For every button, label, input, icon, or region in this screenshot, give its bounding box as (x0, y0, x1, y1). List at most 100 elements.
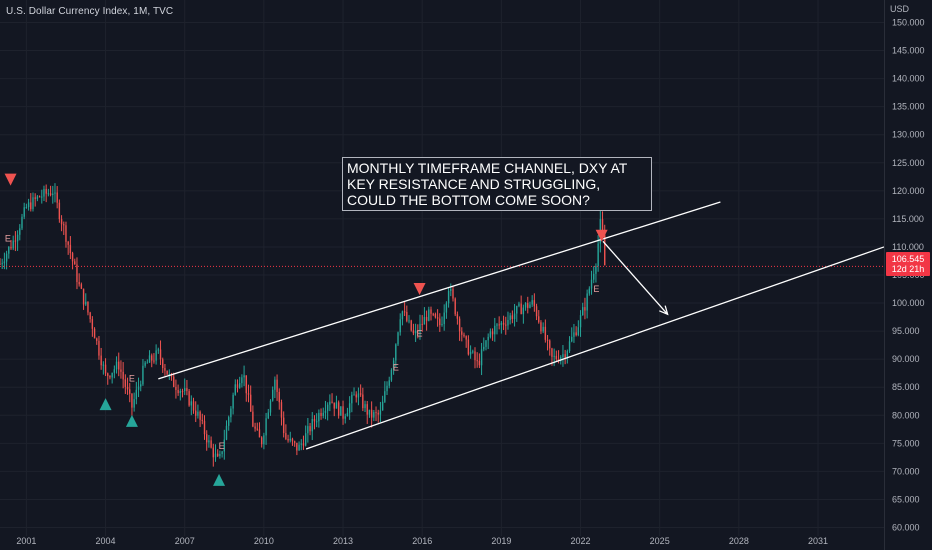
candle-body (124, 379, 127, 387)
candle-body (364, 404, 366, 409)
candle-body (89, 312, 91, 320)
candle-body (474, 351, 476, 361)
time-tick-label: 2031 (808, 536, 828, 546)
candle-body (309, 426, 311, 432)
candle-body (45, 188, 47, 194)
drawings[interactable]: E E E E E E (0, 173, 885, 486)
candle-body (322, 412, 324, 416)
candle-body (577, 327, 580, 336)
candle-body (208, 440, 210, 443)
candle-body (447, 290, 450, 304)
candle-body (516, 305, 518, 314)
candle-body (140, 384, 142, 387)
candle-body (511, 315, 514, 320)
candle-body (586, 293, 588, 311)
candle-body (146, 362, 149, 364)
price-tick-label: 120.000 (892, 186, 925, 196)
candle-body (71, 253, 74, 262)
candle-body (483, 346, 485, 350)
candle-body (188, 391, 190, 406)
candle-body (93, 328, 96, 339)
candle-body (430, 309, 432, 314)
candle-body (452, 289, 454, 299)
candle-body (148, 355, 151, 363)
candle-body (324, 410, 327, 413)
candle-body (359, 393, 362, 395)
candle-body (388, 380, 390, 386)
candle-body (333, 402, 335, 409)
candle-body (43, 188, 45, 197)
candle-body (432, 313, 434, 315)
candle-body (197, 411, 199, 416)
candle-body (465, 336, 467, 340)
candle-body (69, 244, 72, 254)
annotation-text-box[interactable]: MONTHLY TIMEFRAME CHANNEL, DXY AT KEY RE… (342, 157, 652, 211)
grid (0, 0, 884, 536)
candle-body (331, 401, 333, 403)
channel-upper-trendline (158, 201, 721, 380)
pivot-low-marker (213, 473, 226, 486)
candle-body (238, 383, 241, 388)
candle-body (151, 355, 153, 361)
candle-body (217, 453, 219, 457)
candle-body (568, 341, 571, 352)
candle-body (423, 316, 426, 325)
candle-body (252, 411, 254, 427)
candle-body (291, 438, 294, 442)
candle-body (439, 318, 441, 326)
time-tick-label: 2001 (16, 536, 36, 546)
time-axis[interactable]: 2001 2004 2007 2010 2013 2016 2019 2022 2025 2028… (16, 536, 828, 546)
candle-body (590, 279, 593, 289)
time-tick-label: 2025 (650, 536, 670, 546)
candles (0, 183, 606, 467)
candle-body (206, 434, 208, 443)
event-marker: E (417, 329, 423, 339)
candle-body (445, 303, 448, 313)
candle-body (443, 312, 445, 324)
candle-body (489, 331, 492, 337)
candle-body (271, 389, 274, 401)
candle-body (122, 371, 124, 380)
pivot-high-marker (595, 229, 608, 242)
candle-body (269, 400, 272, 413)
candle-body (38, 196, 41, 198)
candle-body (36, 196, 39, 199)
candle-body (219, 454, 221, 457)
candle-body (41, 196, 43, 198)
candle-body (414, 330, 417, 334)
candle-body (311, 419, 313, 432)
candle-body (520, 303, 522, 315)
candle-body (531, 300, 533, 305)
candle-body (78, 282, 80, 285)
price-tick-label: 90.000 (892, 354, 920, 364)
candle-body (221, 451, 223, 455)
candle-body (476, 360, 478, 362)
candle-body (487, 336, 489, 341)
candle-body (546, 339, 549, 341)
candle-body (298, 444, 300, 451)
candle-body (362, 394, 364, 409)
candle-body (434, 313, 437, 318)
candle-body (282, 417, 285, 434)
price-tick-label: 115.000 (892, 214, 924, 224)
candle-body (450, 289, 452, 291)
candle-body (419, 323, 421, 333)
candle-body (115, 361, 118, 370)
candle-body (463, 334, 465, 337)
candle-body (267, 412, 269, 419)
candle-body (16, 234, 19, 242)
candle-body (265, 418, 267, 436)
price-tick-label: 85.000 (892, 382, 920, 392)
candle-body (370, 409, 373, 418)
candle-body (274, 379, 276, 390)
candle-body (12, 240, 14, 249)
candle-body (571, 336, 573, 342)
candle-body (133, 399, 135, 408)
candle-body (498, 324, 500, 326)
symbol-title[interactable]: U.S. Dollar Currency Index, 1M, TVC (6, 6, 174, 17)
candle-body (584, 307, 586, 311)
candle-body (408, 320, 410, 322)
candle-body (126, 386, 129, 390)
candle-body (458, 318, 461, 332)
